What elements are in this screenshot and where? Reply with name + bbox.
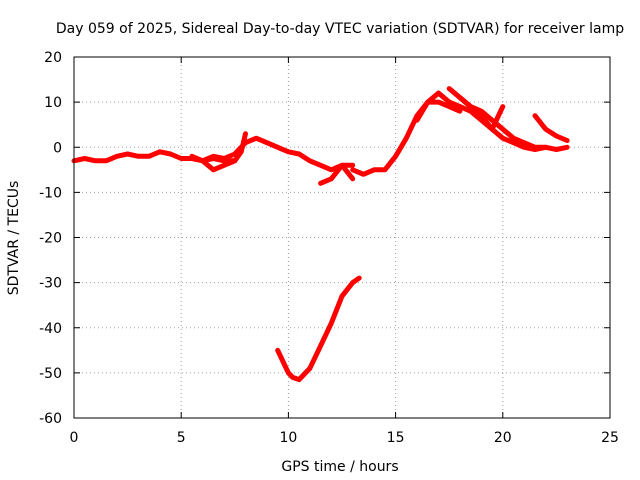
grid <box>74 57 610 418</box>
chart-title: Day 059 of 2025, Sidereal Day-to-day VTE… <box>56 21 624 37</box>
series-line-trace-8 <box>457 95 549 150</box>
x-tick-label: 15 <box>387 430 405 446</box>
series-line-trace-4 <box>318 162 356 186</box>
y-tick-label: 10 <box>44 95 62 111</box>
y-tick-label: -30 <box>39 276 62 292</box>
x-tick-label: 5 <box>177 430 186 446</box>
y-tick-label: -50 <box>39 366 62 382</box>
x-axis-label: GPS time / hours <box>281 459 398 475</box>
y-tick-label: -60 <box>39 411 62 427</box>
x-tick-label: 10 <box>279 430 297 446</box>
ticks <box>73 56 611 419</box>
x-tick-label: 25 <box>601 430 619 446</box>
series-line-trace-7 <box>446 86 570 152</box>
series-line-trace-9 <box>532 113 570 143</box>
y-tick-label: -40 <box>39 321 62 337</box>
y-axis-label: SDTVAR / TECUs <box>6 181 22 296</box>
y-tick-label: 0 <box>53 140 62 156</box>
series-line-trace-5 <box>350 99 463 177</box>
series-line-trace-10 <box>275 275 362 383</box>
series-line-trace-3 <box>200 135 356 173</box>
series-layer <box>71 86 570 383</box>
tick-labels: 0 5 10 15 20 25 -60 -50 -40 -30 -20 -10 0 10 20 <box>39 50 619 446</box>
y-tick-label: -10 <box>39 185 62 201</box>
x-tick-label: 20 <box>494 430 512 446</box>
y-tick-label: 20 <box>44 50 62 66</box>
y-tick-label: -20 <box>39 231 62 247</box>
x-tick-label: 0 <box>70 430 79 446</box>
